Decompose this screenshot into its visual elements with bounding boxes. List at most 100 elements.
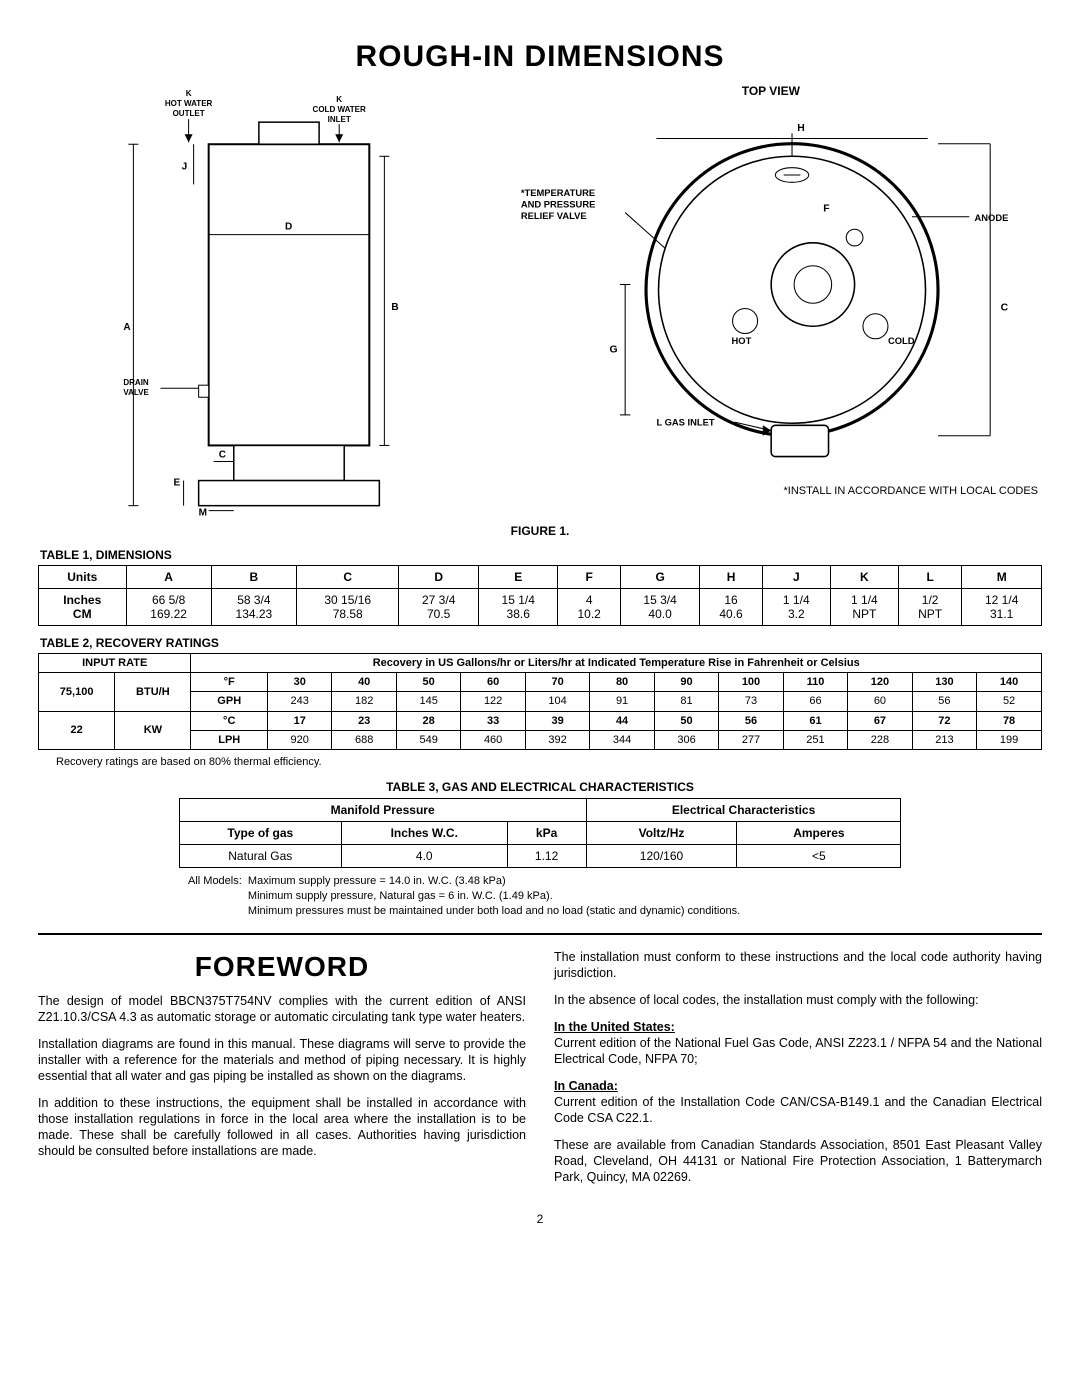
dims-cell: 58 3/4134.23 (211, 588, 296, 625)
gas-type-head: Type of gas (179, 822, 341, 845)
gas-table: Manifold Pressure Electrical Characteris… (179, 798, 902, 868)
rec-unit: GPH (191, 692, 268, 711)
side-view-diagram: K HOT WATER OUTLET K COLD WATER INLET A … (38, 84, 460, 516)
rec-cell: 78 (977, 711, 1042, 730)
dims-head-cell: C (297, 565, 399, 588)
table2-title: TABLE 2, RECOVERY RATINGS (40, 636, 1042, 650)
dims-head-cell: E (478, 565, 558, 588)
dims-head-cell: B (211, 565, 296, 588)
rec-cell: 44 (590, 711, 654, 730)
rec-cell: 30 (267, 673, 331, 692)
page-number: 2 (38, 1212, 1042, 1226)
elec-head: Electrical Characteristics (586, 799, 901, 822)
rec-cell: 100 (719, 673, 783, 692)
gas-amp-head: Amperes (737, 822, 901, 845)
svg-text:COLD: COLD (888, 336, 915, 346)
foreword-title: FOREWORD (38, 949, 526, 985)
rec-cell: 56 (912, 692, 976, 711)
top-view-label: TOP VIEW (500, 84, 1042, 98)
rec-unit: LPH (191, 730, 268, 749)
rec-cell: 61 (783, 711, 847, 730)
dims-cell: 1 1/4NPT (830, 588, 898, 625)
svg-text:F: F (823, 204, 829, 215)
rec-cell: 52 (977, 692, 1042, 711)
dims-head-cell: F (558, 565, 620, 588)
recovery-note: Recovery ratings are based on 80% therma… (56, 756, 1042, 768)
rec-cell: 182 (332, 692, 396, 711)
svg-text:*TEMPERATURE: *TEMPERATURE (521, 188, 595, 198)
recovery-table: INPUT RATE Recovery in US Gallons/hr or … (38, 653, 1042, 750)
dims-head-cell: H (700, 565, 762, 588)
foreword-p6: Current edition of the National Fuel Gas… (554, 1036, 1042, 1066)
rate1-unit: BTU/H (115, 673, 191, 712)
rec-cell: 306 (654, 730, 718, 749)
rec-cell: 90 (654, 673, 718, 692)
rec-cell: 40 (332, 673, 396, 692)
top-view-diagram: H ANODE F J HOT COLD *TEMPERATURE AND PR… (500, 102, 1042, 477)
svg-text:H: H (797, 123, 805, 134)
table3-title: TABLE 3, GAS AND ELECTRICAL CHARACTERIST… (38, 780, 1042, 794)
foreword-p4: The installation must conform to these i… (554, 949, 1042, 981)
rec-cell: 73 (719, 692, 783, 711)
svg-text:C: C (219, 449, 226, 460)
rec-cell: 72 (912, 711, 976, 730)
rec-cell: 688 (332, 730, 396, 749)
svg-text:G: G (609, 344, 617, 355)
dims-cell: 66 5/8169.22 (126, 588, 211, 625)
gas-notes-lead: All Models: (188, 875, 242, 887)
foreword-p5: In the absence of local codes, the insta… (554, 992, 1042, 1008)
dims-cell: 30 15/1678.58 (297, 588, 399, 625)
dims-head-cell: J (762, 565, 830, 588)
svg-text:RELIEF VALVE: RELIEF VALVE (521, 211, 587, 221)
dims-cell: 410.2 (558, 588, 620, 625)
rec-cell: 130 (912, 673, 976, 692)
foreword-p2: Installation diagrams are found in this … (38, 1036, 526, 1084)
foreword-p1: The design of model BBCN375T754NV compli… (38, 993, 526, 1025)
gas-note1: Maximum supply pressure = 14.0 in. W.C. … (248, 875, 506, 887)
gas-kpa: 1.12 (507, 845, 586, 868)
rec-cell: 39 (525, 711, 589, 730)
rec-cell: 56 (719, 711, 783, 730)
svg-text:COLD WATER: COLD WATER (313, 105, 366, 114)
svg-text:K: K (336, 95, 342, 104)
gas-inwc-head: Inches W.C. (342, 822, 508, 845)
dims-head-cell: M (962, 565, 1042, 588)
svg-text:INLET: INLET (328, 115, 351, 124)
rec-cell: 277 (719, 730, 783, 749)
svg-text:AND PRESSURE: AND PRESSURE (521, 199, 596, 209)
figure-row: K HOT WATER OUTLET K COLD WATER INLET A … (38, 84, 1042, 516)
rec-cell: 80 (590, 673, 654, 692)
svg-text:ANODE: ANODE (974, 213, 1008, 223)
rec-cell: 70 (525, 673, 589, 692)
rec-cell: 50 (396, 673, 460, 692)
rec-unit: °C (191, 711, 268, 730)
figure-caption: FIGURE 1. (38, 524, 1042, 538)
rec-cell: 104 (525, 692, 589, 711)
dims-cell: 1640.6 (700, 588, 762, 625)
rec-cell: 60 (461, 673, 525, 692)
gas-amp: <5 (737, 845, 901, 868)
foreword-p3: In addition to these instructions, the e… (38, 1095, 526, 1159)
rec-cell: 120 (848, 673, 912, 692)
table1-title: TABLE 1, DIMENSIONS (40, 548, 1042, 562)
rec-cell: 110 (783, 673, 847, 692)
rec-cell: 392 (525, 730, 589, 749)
gas-volt: 120/160 (586, 845, 737, 868)
svg-text:C: C (1000, 303, 1008, 314)
rec-cell: 549 (396, 730, 460, 749)
dims-head-cell: G (620, 565, 700, 588)
ca-head: In Canada: (554, 1079, 618, 1093)
rate2-unit: KW (115, 711, 191, 750)
gas-note2: Minimum supply pressure, Natural gas = 6… (248, 890, 553, 902)
rec-cell: 122 (461, 692, 525, 711)
rec-cell: 199 (977, 730, 1042, 749)
rec-cell: 23 (332, 711, 396, 730)
dims-cell: 1/2NPT (898, 588, 961, 625)
us-head: In the United States: (554, 1020, 675, 1034)
divider (38, 933, 1042, 935)
dims-cell: 12 1/431.1 (962, 588, 1042, 625)
rec-cell: 28 (396, 711, 460, 730)
svg-text:HOT WATER: HOT WATER (165, 99, 213, 108)
page-title: ROUGH-IN DIMENSIONS (38, 40, 1042, 74)
dims-cell: 27 3/470.5 (399, 588, 479, 625)
